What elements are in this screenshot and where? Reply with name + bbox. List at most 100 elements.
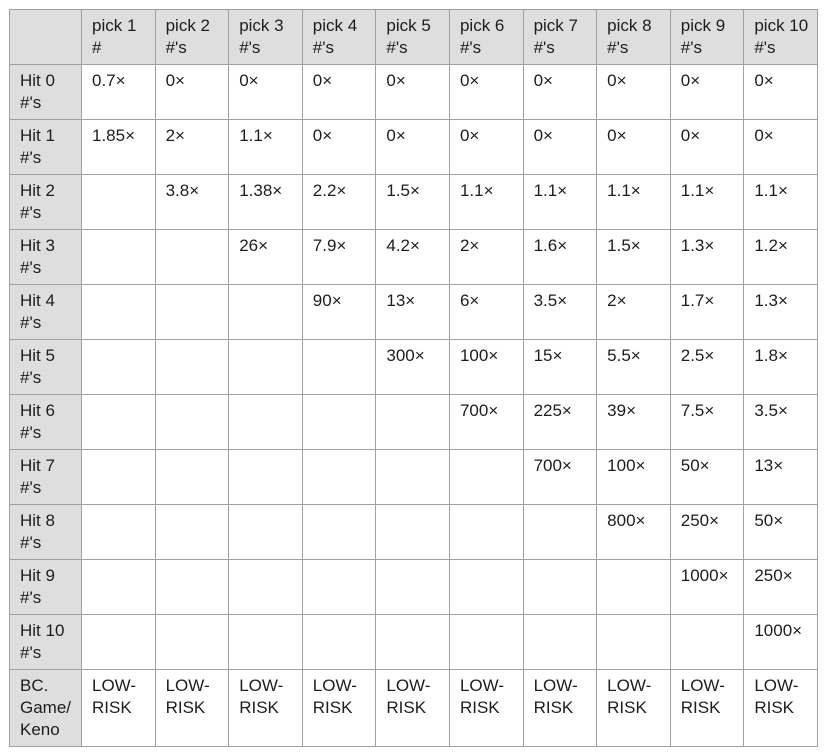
column-header: pick 7 #'s <box>522 9 598 65</box>
payout-cell: 700× <box>448 394 524 450</box>
payout-cell <box>301 559 377 615</box>
payout-cell <box>448 449 524 505</box>
payout-cell: 1.1× <box>522 174 598 230</box>
payout-cell <box>154 339 230 395</box>
payout-cell: 1.3× <box>669 229 745 285</box>
payout-cell <box>228 504 303 560</box>
payout-cell: 0× <box>154 64 230 120</box>
payout-cell: 300× <box>375 339 450 395</box>
payout-cell: LOW-RISK <box>448 669 524 747</box>
table-row: BC. Game/Keno LOW-RISK LOW-RISK LOW-RISK LOW… <box>9 669 818 747</box>
payout-cell: 1.5× <box>375 174 450 230</box>
payout-cell: 2× <box>448 229 524 285</box>
table-row: Hit 9 #'s 1000× 250× <box>9 559 818 615</box>
payout-cell: LOW-RISK <box>743 669 818 747</box>
row-label: Hit 3 #'s <box>9 229 82 285</box>
payout-cell: 90× <box>301 284 377 340</box>
table-row: Hit 2 #'s 3.8× 1.38× 2.2× 1.5× 1.1× 1.1× 1.1× 1.… <box>9 174 818 230</box>
payout-cell: 1.1× <box>228 119 303 175</box>
payout-cell: 1.7× <box>669 284 745 340</box>
payout-cell <box>301 614 377 670</box>
payout-cell <box>522 614 598 670</box>
table-row: Hit 6 #'s 700× 225× 39× 7.5× 3.5× <box>9 394 818 450</box>
payout-cell: 250× <box>669 504 745 560</box>
row-label: BC. Game/Keno <box>9 669 82 747</box>
payout-cell: 3.8× <box>154 174 230 230</box>
payout-cell <box>301 449 377 505</box>
payout-cell: 700× <box>522 449 598 505</box>
payout-cell <box>81 614 156 670</box>
payout-cell: 1.8× <box>743 339 818 395</box>
row-label: Hit 2 #'s <box>9 174 82 230</box>
payout-cell: 0× <box>228 64 303 120</box>
payout-cell <box>448 559 524 615</box>
payout-cell <box>228 339 303 395</box>
row-label: Hit 4 #'s <box>9 284 82 340</box>
payout-cell <box>81 284 156 340</box>
payout-cell <box>448 504 524 560</box>
payout-cell <box>81 339 156 395</box>
payout-cell <box>669 614 745 670</box>
payout-cell: 1.6× <box>522 229 598 285</box>
payout-cell: 3.5× <box>743 394 818 450</box>
payout-cell: 5.5× <box>596 339 671 395</box>
payout-cell <box>596 614 671 670</box>
keno-payout-table: pick 1 # pick 2 #'s pick 3 #'s pick 4 #'s pi… <box>9 9 818 747</box>
payout-cell <box>375 614 450 670</box>
payout-cell: 0× <box>743 119 818 175</box>
payout-cell <box>81 504 156 560</box>
payout-cell: 250× <box>743 559 818 615</box>
payout-cell: LOW-RISK <box>154 669 230 747</box>
payout-cell <box>81 174 156 230</box>
payout-cell: 39× <box>596 394 671 450</box>
column-header: pick 9 #'s <box>669 9 745 65</box>
payout-cell: 1.38× <box>228 174 303 230</box>
payout-cell: 1.2× <box>743 229 818 285</box>
payout-cell: 2.5× <box>669 339 745 395</box>
row-label: Hit 8 #'s <box>9 504 82 560</box>
table-row: Hit 8 #'s 800× 250× 50× <box>9 504 818 560</box>
payout-cell: 7.5× <box>669 394 745 450</box>
payout-cell <box>228 614 303 670</box>
table-row: Hit 7 #'s 700× 100× 50× 13× <box>9 449 818 505</box>
payout-cell: 1.5× <box>596 229 671 285</box>
payout-cell: 1.1× <box>669 174 745 230</box>
payout-cell: 0× <box>596 64 671 120</box>
payout-cell: 1000× <box>669 559 745 615</box>
payout-cell <box>228 394 303 450</box>
payout-cell: 100× <box>596 449 671 505</box>
column-header: pick 4 #'s <box>301 9 377 65</box>
payout-cell: 15× <box>522 339 598 395</box>
payout-cell: LOW-RISK <box>81 669 156 747</box>
payout-cell: LOW-RISK <box>669 669 745 747</box>
table-row: Hit 10 #'s 1000× <box>9 614 818 670</box>
table-row: Hit 5 #'s 300× 100× 15× 5.5× 2.5× 1.8× <box>9 339 818 395</box>
payout-cell <box>375 449 450 505</box>
payout-cell <box>228 559 303 615</box>
column-header: pick 6 #'s <box>448 9 524 65</box>
column-header: pick 10 #'s <box>743 9 818 65</box>
payout-cell: 6× <box>448 284 524 340</box>
payout-cell: LOW-RISK <box>596 669 671 747</box>
payout-cell: 0× <box>375 119 450 175</box>
row-label: Hit 9 #'s <box>9 559 82 615</box>
payout-cell <box>301 394 377 450</box>
corner-cell <box>9 9 82 65</box>
payout-cell: 1000× <box>743 614 818 670</box>
payout-cell <box>81 394 156 450</box>
payout-cell: 0× <box>522 119 598 175</box>
payout-cell <box>154 229 230 285</box>
table-row: Hit 0 #'s 0.7× 0× 0× 0× 0× 0× 0× 0× 0× 0× <box>9 64 818 120</box>
table-body: Hit 0 #'s 0.7× 0× 0× 0× 0× 0× 0× 0× 0× 0× Hit 1 #'s… <box>9 64 818 747</box>
payout-cell: 225× <box>522 394 598 450</box>
payout-cell: 26× <box>228 229 303 285</box>
payout-cell: 1.1× <box>743 174 818 230</box>
payout-cell <box>375 559 450 615</box>
payout-cell <box>81 559 156 615</box>
payout-cell <box>228 449 303 505</box>
row-label: Hit 0 #'s <box>9 64 82 120</box>
payout-cell <box>81 449 156 505</box>
table-row: Hit 4 #'s 90× 13× 6× 3.5× 2× 1.7× 1.3× <box>9 284 818 340</box>
column-header: pick 8 #'s <box>596 9 671 65</box>
payout-cell: 1.3× <box>743 284 818 340</box>
